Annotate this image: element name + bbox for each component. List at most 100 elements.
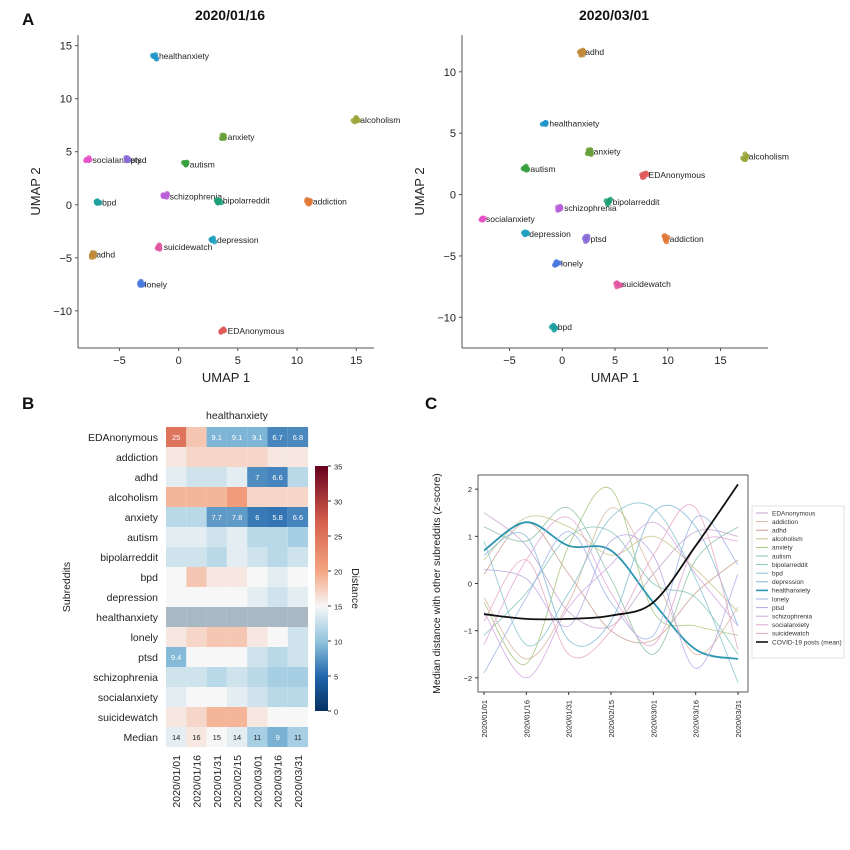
- heatmap-row-label: EDAnonymous: [88, 432, 158, 444]
- heatmap-cell: [247, 727, 268, 747]
- series-line-ptsd: [483, 534, 739, 669]
- x-tick-label: 2020/01/16: [522, 700, 531, 738]
- x-tick-label: 2020/01/01: [480, 700, 489, 738]
- colorbar-tick-label: 35: [334, 463, 342, 472]
- heatmap-cell: [267, 427, 288, 447]
- legend-entry: suicidewatch: [772, 631, 810, 638]
- cluster-autism: [520, 163, 531, 173]
- series-line-alcoholism: [483, 515, 739, 613]
- x-tick-label: 10: [662, 355, 674, 367]
- y-tick-label: 10: [444, 67, 456, 79]
- cluster-point: [221, 327, 227, 333]
- series-line-depression: [483, 504, 739, 647]
- cluster-point: [554, 260, 560, 266]
- y-tick-label: −10: [437, 312, 456, 324]
- heatmap-row-label: schizophrenia: [93, 672, 158, 684]
- point-label: bipolarreddit: [223, 196, 270, 206]
- colorbar-tick-label: 15: [334, 603, 342, 612]
- legend-entry: anxiety: [772, 545, 793, 552]
- heatmap-cell-value: 9.1: [212, 433, 222, 442]
- heatmap-cell: [247, 467, 268, 487]
- cluster-bpd: [548, 322, 559, 333]
- heatmap-cell: [247, 547, 268, 567]
- heatmap-cell: [287, 487, 309, 507]
- colorbar-tick-label: 30: [334, 498, 342, 507]
- cluster-schizophrenia: [554, 203, 564, 213]
- heatmap-cell: [226, 607, 248, 627]
- cluster-depression: [520, 229, 531, 238]
- series-line-healthanxiety: [483, 521, 739, 660]
- heatmap-cell: [166, 447, 187, 467]
- point-label: addiction: [670, 234, 704, 244]
- x-tick-label: −5: [113, 355, 126, 367]
- point-label: depression: [217, 235, 259, 245]
- cluster-point: [215, 200, 222, 206]
- y-tick-label: 0: [66, 200, 72, 212]
- heatmap-cell: [287, 507, 309, 527]
- heatmap-cell-value: 11: [253, 733, 261, 742]
- y-tick-label: −5: [59, 253, 72, 265]
- heatmap-cell: [247, 687, 268, 707]
- heatmap-cell: [226, 687, 248, 707]
- point-label: suicidewatch: [164, 242, 213, 252]
- heatmap-cell: [267, 627, 288, 647]
- colorbar-tick-label: 0: [334, 708, 338, 717]
- heatmap-cell: [206, 707, 227, 727]
- point-label: healthanxiety: [159, 51, 210, 61]
- heatmap-cell: [287, 707, 309, 727]
- cluster-bipolarreddit: [213, 197, 224, 206]
- cluster-point: [742, 151, 748, 157]
- heatmap-column-label: 2020/03/16: [273, 755, 285, 808]
- heatmap-cell-value: 6.6: [272, 473, 282, 482]
- heatmap-cell: [226, 487, 248, 507]
- x-tick-label: 10: [291, 355, 303, 367]
- heatmap-cell: [206, 607, 227, 627]
- heatmap-cell: [166, 567, 187, 587]
- heatmap-cell: [206, 447, 227, 467]
- cluster-point: [524, 167, 530, 173]
- heatmap-cell-value: 25: [172, 433, 180, 442]
- heatmap-row-label: healthanxiety: [96, 612, 159, 624]
- cluster-bpd: [93, 198, 103, 206]
- heatmap-cell: [267, 687, 288, 707]
- heatmap-cell: [166, 587, 187, 607]
- cluster-point: [352, 119, 358, 125]
- heatmap-cell-value: 16: [192, 733, 200, 742]
- heatmap-cell: [206, 547, 227, 567]
- cluster-point: [183, 162, 189, 168]
- cluster-point: [576, 49, 583, 55]
- heatmap-cell: [287, 687, 309, 707]
- point-label: EDAnonymous: [228, 326, 285, 336]
- legend-entry: autism: [772, 553, 791, 560]
- heatmap-cell: [186, 647, 207, 667]
- heatmap-cell: [247, 447, 268, 467]
- y-tick-label: 5: [66, 147, 72, 159]
- cluster-ptsd: [123, 154, 132, 164]
- heatmap-column-label: 2020/01/31: [212, 755, 224, 808]
- colorbar-tick-label: 20: [334, 568, 342, 577]
- heatmap-column-label: 2020/01/01: [171, 755, 183, 808]
- heatmap-cell: [267, 507, 288, 527]
- x-tick-label: 15: [350, 355, 362, 367]
- heatmap-cell-value: 9: [276, 733, 280, 742]
- point-label: lonely: [561, 258, 584, 268]
- cluster-anxiety: [218, 132, 228, 141]
- x-tick-label: 5: [612, 355, 618, 367]
- point-label: ptsd: [591, 234, 607, 244]
- legend-entry: socialanxiety: [772, 622, 810, 629]
- heatmap-cell: [267, 607, 288, 627]
- heatmap-cell: [166, 527, 187, 547]
- heatmap-cell: [186, 467, 207, 487]
- heatmap-cell: [166, 507, 187, 527]
- heatmap-cell: [206, 687, 227, 707]
- heatmap-cell: [206, 567, 227, 587]
- heatmap-cell: [267, 567, 288, 587]
- cluster-point: [639, 173, 646, 179]
- heatmap-cell-value: 7: [255, 473, 259, 482]
- heatmap-row-label: depression: [107, 592, 159, 604]
- heatmap-cell: [226, 707, 248, 727]
- series-line-suicidewatch: [483, 504, 739, 659]
- heatmap-cell: [247, 527, 268, 547]
- x-axis-label: UMAP 1: [591, 370, 639, 385]
- panel-label-c: C: [425, 394, 437, 413]
